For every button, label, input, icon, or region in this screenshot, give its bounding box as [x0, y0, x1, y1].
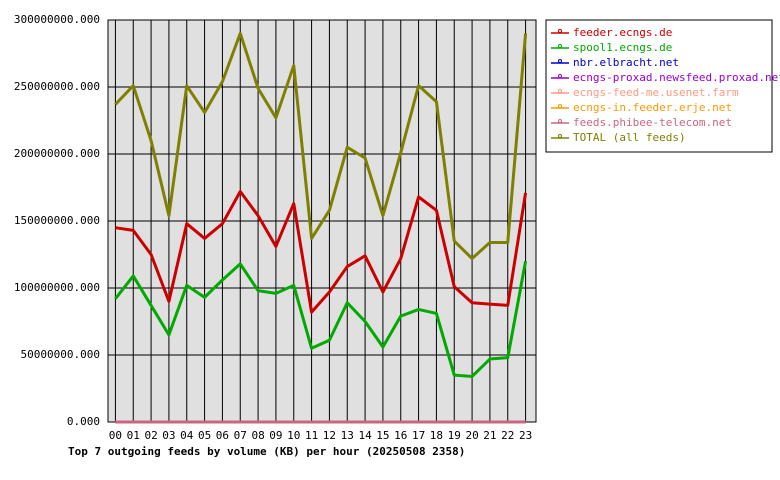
x-tick-label: 11: [305, 429, 318, 442]
x-tick-label: 19: [448, 429, 461, 442]
legend-marker: [558, 89, 562, 93]
legend-label: ecngs-in.feeder.erje.net: [573, 101, 732, 114]
x-tick-label: 16: [394, 429, 407, 442]
x-tick-label: 13: [341, 429, 354, 442]
legend-label: TOTAL (all feeds): [573, 131, 686, 144]
x-tick-label: 21: [483, 429, 496, 442]
x-tick-label: 00: [109, 429, 122, 442]
x-tick-label: 07: [234, 429, 247, 442]
chart-title: Top 7 outgoing feeds by volume (KB) per …: [68, 445, 465, 458]
series-line: [114, 31, 528, 261]
legend-marker: [558, 119, 562, 123]
x-tick-label: 02: [144, 429, 157, 442]
x-tick-label: 17: [412, 429, 425, 442]
legend-label: feeds.phibee-telecom.net: [573, 116, 732, 129]
legend-marker: [558, 59, 562, 63]
legend-label: feeder.ecngs.de: [573, 26, 672, 39]
legend-label: ecngs-proxad.newsfeed.proxad.net: [573, 71, 780, 84]
x-tick-label: 01: [127, 429, 140, 442]
y-tick-label: 300000000.000: [14, 13, 100, 26]
legend-marker: [558, 104, 562, 108]
y-tick-label: 50000000.000: [21, 348, 100, 361]
legend-box: [545, 19, 773, 153]
x-tick-label: 23: [519, 429, 532, 442]
x-tick-label: 05: [198, 429, 211, 442]
x-tick-label: 06: [216, 429, 229, 442]
x-tick-label: 18: [430, 429, 443, 442]
legend-label: spool1.ecngs.de: [573, 41, 672, 54]
y-tick-label: 0.000: [67, 415, 100, 428]
x-tick-label: 08: [251, 429, 264, 442]
legend-marker: [558, 74, 562, 78]
y-tick-label: 200000000.000: [14, 147, 100, 160]
x-tick-label: 15: [376, 429, 389, 442]
y-tick-label: 250000000.000: [14, 80, 100, 93]
x-tick-label: 10: [287, 429, 300, 442]
legend-marker: [558, 134, 562, 138]
legend-marker: [558, 44, 562, 48]
legend-label: ecngs-feed-me.usenet.farm: [573, 86, 739, 99]
x-tick-label: 20: [465, 429, 478, 442]
series-line: [114, 260, 528, 378]
x-tick-label: 09: [269, 429, 282, 442]
x-tick-label: 12: [323, 429, 336, 442]
series-line: [115, 190, 528, 314]
legend-label: nbr.elbracht.net: [573, 56, 679, 69]
x-tick-label: 04: [180, 429, 194, 442]
y-tick-label: 100000000.000: [14, 281, 100, 294]
legend-marker: [558, 29, 562, 33]
x-tick-label: 03: [162, 429, 175, 442]
x-tick-label: 22: [501, 429, 514, 442]
y-tick-label: 150000000.000: [14, 214, 100, 227]
x-tick-label: 14: [358, 429, 372, 442]
